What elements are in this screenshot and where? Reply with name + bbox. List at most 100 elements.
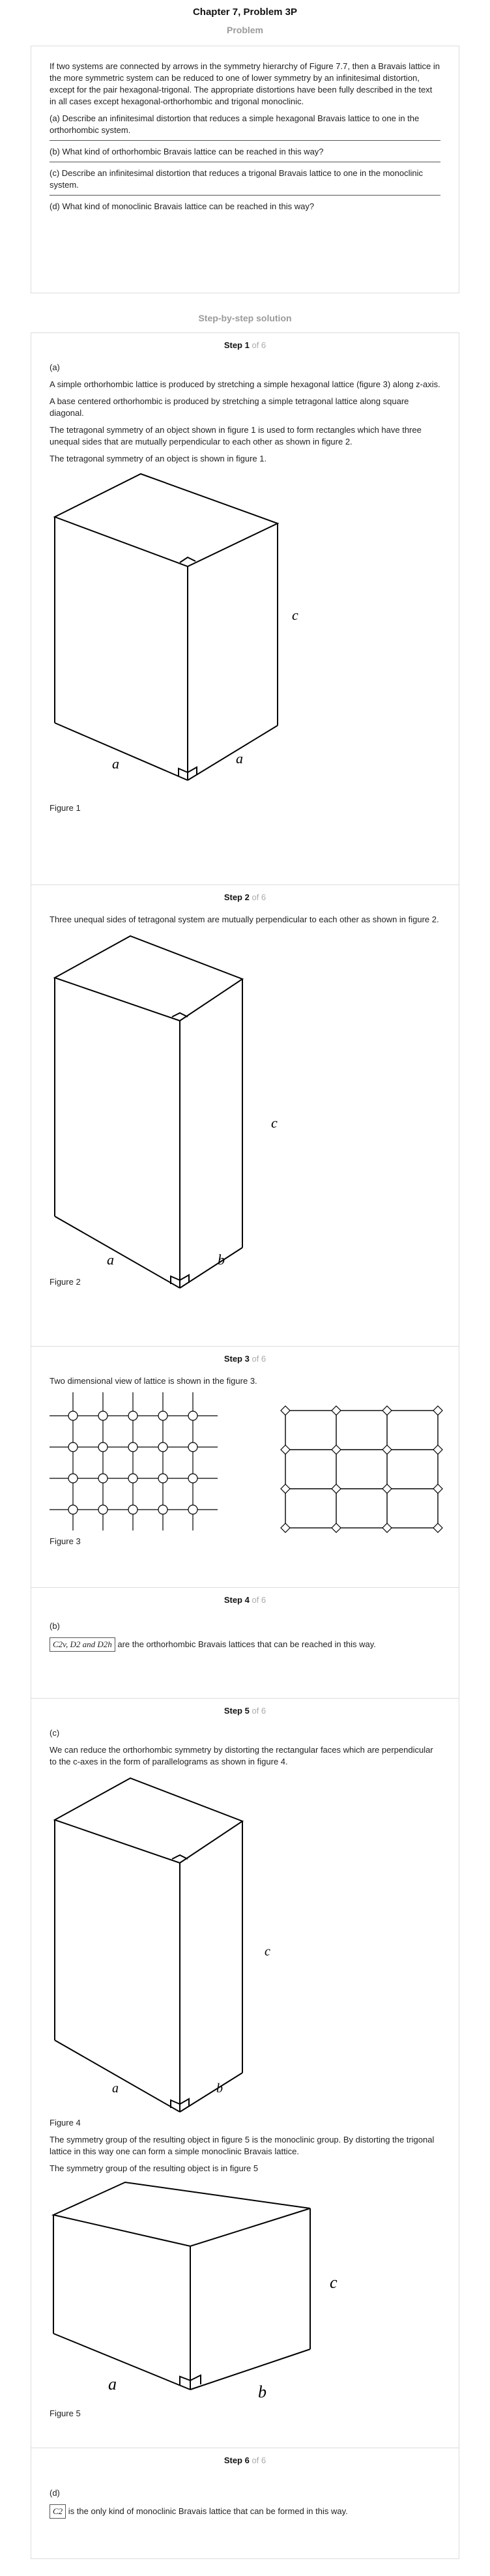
lattice-point xyxy=(188,1504,198,1515)
figure-4-caption: Figure 4 xyxy=(50,2118,81,2128)
problem-intro: If two systems are connected by arrows i… xyxy=(50,61,440,106)
lattice-point xyxy=(128,1442,138,1452)
lattice-point xyxy=(68,1473,78,1484)
right-lattice xyxy=(285,1410,439,1529)
lattice-point xyxy=(68,1411,78,1421)
figure-5-caption: Figure 5 xyxy=(50,2408,81,2418)
step-5-p3: The symmetry group of the resulting obje… xyxy=(50,2163,259,2173)
step-5-p2: The symmetry group of the resulting obje… xyxy=(50,2135,435,2156)
step-4-card: Step 4 of 6 (b) C2v, D2 and D2h are the … xyxy=(31,1588,459,1699)
figure-5-monoclinic-prism: c a b xyxy=(51,2181,338,2401)
step-1-card: Step 1 of 6 (a) A simple orthorhombic la… xyxy=(31,332,459,885)
lattice-point xyxy=(382,1484,392,1494)
figure-1-tetragonal-prism: c a a xyxy=(53,473,298,781)
left-lattice-points xyxy=(68,1411,198,1515)
lattice-point xyxy=(158,1504,168,1515)
lattice-point xyxy=(331,1444,341,1455)
lattice-point xyxy=(158,1473,168,1484)
step-1-part: (a) xyxy=(50,362,60,372)
fig5-label-c: c xyxy=(330,2273,338,2292)
lattice-point xyxy=(280,1523,291,1533)
lattice-point xyxy=(68,1442,78,1452)
lattice-point xyxy=(128,1473,138,1484)
fig4-label-c: c xyxy=(265,1944,270,1959)
step-5-heading: Step 5 of 6 xyxy=(223,1706,267,1716)
step-2-heading: Step 2 of 6 xyxy=(223,892,267,902)
step-3-heading: Step 3 of 6 xyxy=(223,1354,267,1364)
step-2-p1: Three unequal sides of tetragonal system… xyxy=(50,915,439,924)
step-5-card: Step 5 of 6 (c) We can reduce the orthor… xyxy=(31,1699,459,2448)
step-6-part: (d) xyxy=(50,2488,60,2498)
step-4-part: (b) xyxy=(50,1621,60,1631)
lattice-point xyxy=(331,1484,341,1494)
figure-3-lattice-views xyxy=(50,1392,443,1533)
lattice-point xyxy=(280,1484,291,1494)
figure-3-caption: Figure 3 xyxy=(50,1536,81,1546)
lattice-point xyxy=(98,1442,108,1452)
problem-part-c: (c) Describe an infinitesimal distortion… xyxy=(50,168,440,196)
chapter-title: Chapter 7, Problem 3P xyxy=(192,7,298,18)
problem-part-a: (a) Describe an infinitesimal distortion… xyxy=(50,113,440,141)
step-1-p1: A simple orthorhombic lattice is produce… xyxy=(50,379,440,389)
fig5-label-a: a xyxy=(108,2375,117,2393)
problem-part-b: (b) What kind of orthorhombic Bravais la… xyxy=(50,146,440,162)
lattice-point xyxy=(280,1444,291,1455)
lattice-point xyxy=(98,1504,108,1515)
lattice-point xyxy=(158,1442,168,1452)
fig2-label-b: b xyxy=(218,1251,225,1268)
lattice-point xyxy=(98,1411,108,1421)
fig2-label-c: c xyxy=(271,1115,278,1131)
lattice-point xyxy=(433,1444,443,1455)
lattice-point xyxy=(158,1411,168,1421)
fig4-label-b: b xyxy=(216,2081,223,2096)
fig1-label-a-left: a xyxy=(112,755,119,772)
step-4-boxed-answer: C2v, D2 and D2h xyxy=(50,1637,115,1652)
lattice-point xyxy=(188,1473,198,1484)
step-3-p1: Two dimensional view of lattice is shown… xyxy=(50,1376,257,1386)
lattice-point xyxy=(188,1442,198,1452)
step-2-card: Step 2 of 6 Three unequal sides of tetra… xyxy=(31,885,459,1347)
lattice-point xyxy=(98,1473,108,1484)
step-5-part: (c) xyxy=(50,1728,60,1738)
lattice-point xyxy=(68,1504,78,1515)
lattice-point xyxy=(382,1444,392,1455)
lattice-point xyxy=(382,1523,392,1533)
lattice-point xyxy=(382,1405,392,1416)
solution-label: Step-by-step solution xyxy=(198,313,292,323)
figure-2-caption: Figure 2 xyxy=(50,1277,81,1287)
step-1-p4: The tetragonal symmetry of an object is … xyxy=(50,454,267,463)
figure-4-prism: c a b xyxy=(53,1777,270,2113)
figure-2-orthorhombic-prism: c a b xyxy=(53,935,278,1289)
lattice-point xyxy=(188,1411,198,1421)
step-5-p1: We can reduce the orthorhombic symmetry … xyxy=(50,1745,433,1766)
problem-card: If two systems are connected by arrows i… xyxy=(31,46,459,293)
lattice-point xyxy=(280,1405,291,1416)
lattice-point xyxy=(331,1523,341,1533)
step-6-card: Step 6 of 6 (d) C2 is the only kind of m… xyxy=(31,2448,459,2559)
figure-1-caption: Figure 1 xyxy=(50,803,81,813)
fig4-label-a: a xyxy=(112,2081,119,2096)
fig2-label-a: a xyxy=(107,1251,114,1268)
lattice-point xyxy=(128,1504,138,1515)
lattice-point xyxy=(433,1484,443,1494)
step-4-answer: C2v, D2 and D2h are the orthorhombic Bra… xyxy=(50,1637,440,1652)
step-1-p2: A base centered orthorhombic is produced… xyxy=(50,396,409,418)
fig1-label-c: c xyxy=(292,607,298,623)
fig1-label-a-right: a xyxy=(236,750,243,767)
step-1-p3: The tetragonal symmetry of an object sho… xyxy=(50,425,422,446)
problem-part-d: (d) What kind of monoclinic Bravais latt… xyxy=(50,201,315,211)
step-4-heading: Step 4 of 6 xyxy=(223,1595,267,1605)
step-1-heading: Step 1 of 6 xyxy=(223,340,267,350)
step-6-answer: C2 is the only kind of monoclinic Bravai… xyxy=(50,2504,440,2519)
lattice-point xyxy=(433,1405,443,1416)
lattice-point xyxy=(128,1411,138,1421)
step-6-boxed-answer: C2 xyxy=(50,2504,66,2519)
step-3-card: Step 3 of 6 Two dimensional view of latt… xyxy=(31,1347,459,1588)
lattice-point xyxy=(433,1523,443,1533)
problem-label: Problem xyxy=(226,25,263,35)
lattice-point xyxy=(331,1405,341,1416)
right-lattice-points xyxy=(280,1405,443,1533)
fig5-label-b: b xyxy=(258,2382,267,2401)
step-6-heading: Step 6 of 6 xyxy=(223,2455,267,2465)
